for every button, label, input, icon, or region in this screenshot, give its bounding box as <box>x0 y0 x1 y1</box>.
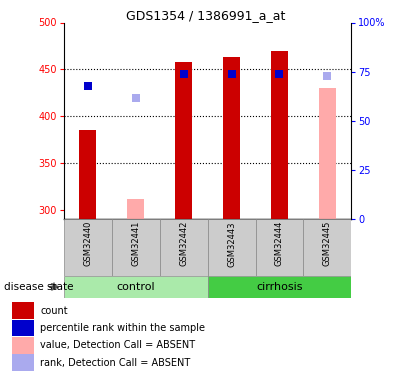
Text: GSM32443: GSM32443 <box>227 221 236 267</box>
Bar <box>112 219 159 276</box>
Bar <box>303 219 351 276</box>
Text: GSM32445: GSM32445 <box>323 221 332 266</box>
Text: rank, Detection Call = ABSENT: rank, Detection Call = ABSENT <box>40 358 191 368</box>
Bar <box>12 354 34 371</box>
Bar <box>12 320 34 336</box>
Text: cirrhosis: cirrhosis <box>256 282 303 292</box>
Bar <box>64 276 208 298</box>
Text: count: count <box>40 306 68 315</box>
Bar <box>271 51 288 219</box>
Bar <box>159 219 208 276</box>
Text: GSM32444: GSM32444 <box>275 221 284 266</box>
Text: GDS1354 / 1386991_a_at: GDS1354 / 1386991_a_at <box>126 9 285 22</box>
Text: GSM32442: GSM32442 <box>179 221 188 266</box>
Bar <box>175 62 192 219</box>
Bar <box>208 219 256 276</box>
Text: percentile rank within the sample: percentile rank within the sample <box>40 323 206 333</box>
Bar <box>12 302 34 319</box>
Text: value, Detection Call = ABSENT: value, Detection Call = ABSENT <box>40 340 196 350</box>
Bar <box>79 130 96 219</box>
Bar <box>64 219 112 276</box>
Text: GSM32440: GSM32440 <box>83 221 92 266</box>
Bar <box>256 219 303 276</box>
Bar <box>127 199 144 219</box>
Text: control: control <box>116 282 155 292</box>
Bar <box>223 57 240 219</box>
Bar <box>208 276 351 298</box>
Bar <box>12 337 34 354</box>
Text: disease state: disease state <box>4 282 74 292</box>
Bar <box>319 88 336 219</box>
Text: GSM32441: GSM32441 <box>131 221 140 266</box>
